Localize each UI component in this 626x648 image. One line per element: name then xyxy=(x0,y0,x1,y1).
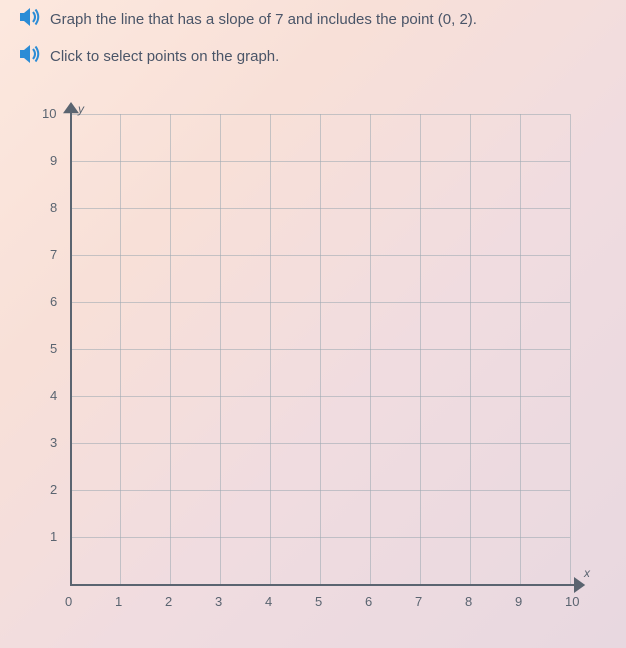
x-tick-label: 8 xyxy=(465,594,472,609)
gridline-vertical xyxy=(570,114,571,584)
y-tick-label: 5 xyxy=(50,341,57,356)
gridline-vertical xyxy=(170,114,171,584)
plot-area[interactable]: 01234567891012345678910xy xyxy=(40,100,584,614)
y-tick-label: 10 xyxy=(42,106,56,121)
y-axis-arrow xyxy=(63,102,79,118)
instruction-1: Graph the line that has a slope of 7 and… xyxy=(0,0,626,35)
y-tick-label: 7 xyxy=(50,247,57,262)
x-tick-label: 7 xyxy=(415,594,422,609)
instruction-text-2: Click to select points on the graph. xyxy=(50,48,279,65)
audio-icon[interactable] xyxy=(20,8,42,31)
x-axis-label: x xyxy=(584,566,590,580)
x-tick-label: 0 xyxy=(65,594,72,609)
x-tick-label: 3 xyxy=(215,594,222,609)
y-axis-label: y xyxy=(78,102,84,116)
y-tick-label: 4 xyxy=(50,388,57,403)
audio-icon[interactable] xyxy=(20,45,42,68)
x-tick-label: 1 xyxy=(115,594,122,609)
gridline-vertical xyxy=(420,114,421,584)
x-tick-label: 6 xyxy=(365,594,372,609)
gridline-vertical xyxy=(120,114,121,584)
instruction-text-1: Graph the line that has a slope of 7 and… xyxy=(50,11,477,28)
y-tick-label: 1 xyxy=(50,529,57,544)
y-axis xyxy=(70,108,72,584)
y-tick-label: 3 xyxy=(50,435,57,450)
instruction-2: Click to select points on the graph. xyxy=(0,35,626,72)
y-tick-label: 8 xyxy=(50,200,57,215)
gridline-vertical xyxy=(520,114,521,584)
gridline-vertical xyxy=(470,114,471,584)
x-tick-label: 10 xyxy=(565,594,579,609)
x-tick-label: 9 xyxy=(515,594,522,609)
x-tick-label: 4 xyxy=(265,594,272,609)
y-tick-label: 6 xyxy=(50,294,57,309)
gridline-vertical xyxy=(270,114,271,584)
x-tick-label: 5 xyxy=(315,594,322,609)
x-tick-label: 2 xyxy=(165,594,172,609)
gridline-vertical xyxy=(320,114,321,584)
x-axis xyxy=(70,584,576,586)
y-tick-label: 9 xyxy=(50,153,57,168)
gridline-vertical xyxy=(370,114,371,584)
y-tick-label: 2 xyxy=(50,482,57,497)
gridline-vertical xyxy=(220,114,221,584)
